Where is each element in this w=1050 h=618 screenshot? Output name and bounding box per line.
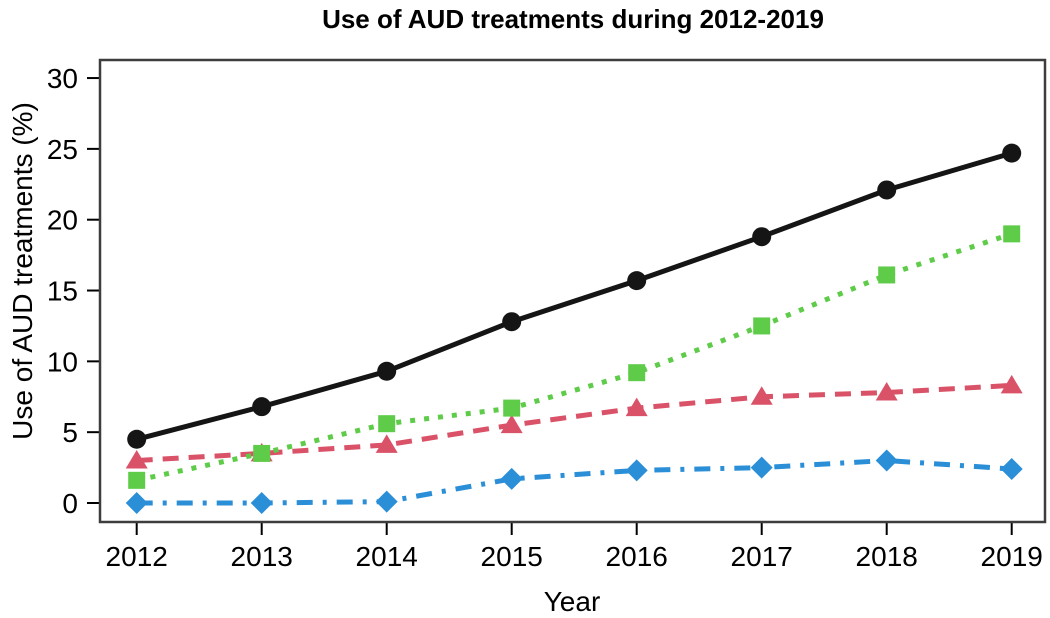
x-axis-tick-label: 2017	[731, 541, 793, 572]
black-solid-circle-series-marker	[1002, 143, 1022, 163]
green-dotted-square-series-marker	[378, 415, 396, 433]
green-dotted-square-series-line	[136, 231, 1013, 483]
green-dotted-square-series-marker	[878, 266, 896, 284]
black-solid-circle-series-marker	[752, 227, 772, 247]
black-solid-circle-series-line	[136, 150, 1013, 442]
green-dotted-square-series-marker	[253, 444, 271, 462]
y-axis-tick-label: 20	[47, 205, 78, 236]
black-solid-circle-series-marker	[252, 397, 272, 417]
green-dotted-square-series-marker	[753, 317, 771, 335]
blue-dashdot-diamond-series-marker	[625, 459, 648, 482]
black-solid-circle-series-marker	[502, 312, 522, 332]
data-series-layer	[125, 143, 1023, 514]
chart-title: Use of AUD treatments during 2012-2019	[322, 4, 824, 34]
red-dashed-triangle-series-marker	[500, 414, 523, 434]
y-axis-tick-label: 0	[62, 488, 78, 519]
green-dotted-square-series-marker	[503, 399, 521, 417]
axes-ticks-layer: 0 5 10 15 20 25 30 2012 2013 2014 2015 2016 2017 2018…	[47, 63, 1043, 572]
black-solid-circle-series-marker	[627, 271, 647, 291]
red-dashed-triangle-series-marker	[125, 450, 148, 469]
y-axis-title: Use of AUD treatments (%)	[7, 102, 38, 440]
blue-dashdot-diamond-series-marker	[1000, 458, 1023, 481]
x-axis-tick-label: 2016	[606, 541, 668, 572]
blue-dashdot-diamond-series-line	[136, 457, 1012, 506]
red-dashed-triangle-series-line	[136, 382, 1012, 463]
x-axis-tick-label: 2018	[856, 541, 918, 572]
x-axis-title: Year	[544, 586, 601, 617]
red-dashed-triangle-series-marker	[750, 386, 773, 405]
green-dotted-square-series-marker	[628, 364, 646, 382]
blue-dashdot-diamond-series-marker	[750, 456, 773, 479]
red-dashed-triangle-series-marker	[1000, 374, 1023, 394]
red-dashed-triangle-series-marker	[375, 434, 398, 453]
x-axis-tick-label: 2015	[481, 541, 543, 572]
blue-dashdot-diamond-series-marker	[125, 492, 148, 514]
black-solid-circle-series-marker	[127, 429, 147, 449]
y-axis-tick-label: 5	[62, 417, 78, 448]
red-dashed-triangle-series-marker	[625, 397, 648, 417]
x-axis-tick-label: 2014	[356, 541, 418, 572]
x-axis-tick-label: 2012	[106, 541, 168, 572]
green-dotted-square-series-marker	[128, 471, 146, 489]
plot-border	[98, 58, 1047, 524]
y-axis-tick-label: 25	[47, 134, 78, 165]
blue-dashdot-diamond-series-marker	[375, 490, 398, 513]
y-axis-tick-label: 30	[47, 63, 78, 94]
blue-dashdot-diamond-series-marker	[250, 492, 273, 514]
green-dotted-square-series-marker	[1003, 225, 1021, 243]
red-dashed-triangle-series-marker	[875, 382, 898, 401]
black-solid-circle-series-marker	[377, 361, 397, 381]
y-axis-tick-label: 10	[47, 346, 78, 377]
blue-dashdot-diamond-series-marker	[500, 467, 523, 490]
blue-dashdot-diamond-series-marker	[875, 449, 898, 472]
y-axis-tick-label: 15	[47, 276, 78, 307]
x-axis-tick-label: 2019	[981, 541, 1043, 572]
black-solid-circle-series-marker	[877, 180, 897, 200]
x-axis-tick-label: 2013	[231, 541, 293, 572]
